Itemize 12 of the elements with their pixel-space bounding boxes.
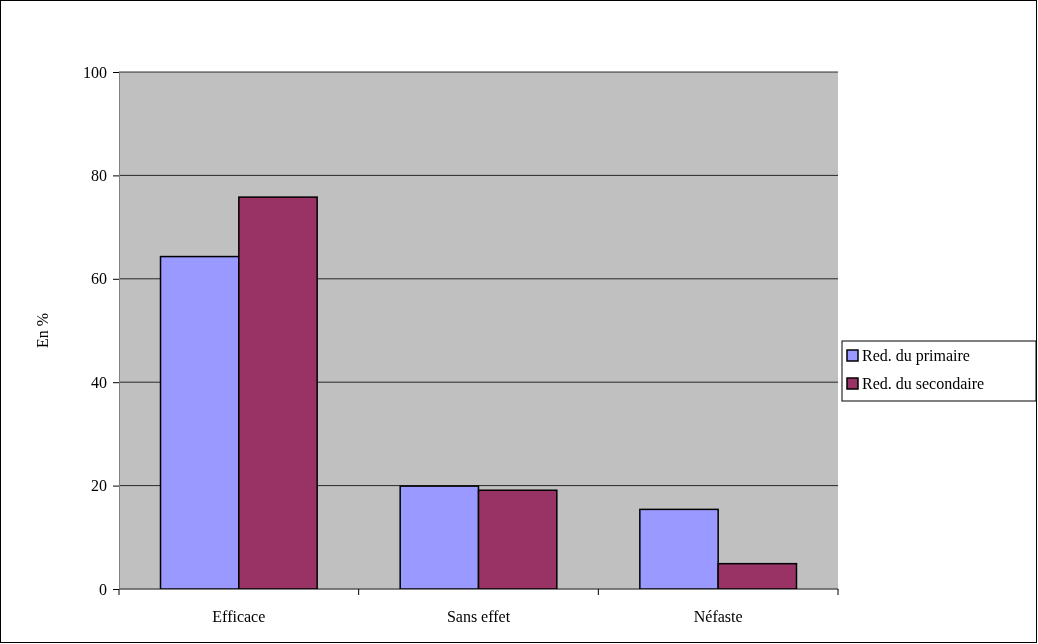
y-tick-label: 80 <box>91 167 107 185</box>
y-tick-label: 20 <box>91 477 107 495</box>
y-tick-label: 40 <box>91 373 107 391</box>
x-tick-label: Sans effet <box>446 608 511 626</box>
y-tick-label: 0 <box>99 580 107 598</box>
legend-label: Red. du secondaire <box>862 375 985 392</box>
x-tick-label: Efficace <box>212 608 266 626</box>
x-tick-label: Néfaste <box>693 608 743 626</box>
y-tick-label: 100 <box>83 63 107 81</box>
y-axis-title: En % <box>34 312 51 349</box>
legend-label: Red. du primaire <box>862 347 970 365</box>
y-tick-label: 60 <box>91 270 107 288</box>
